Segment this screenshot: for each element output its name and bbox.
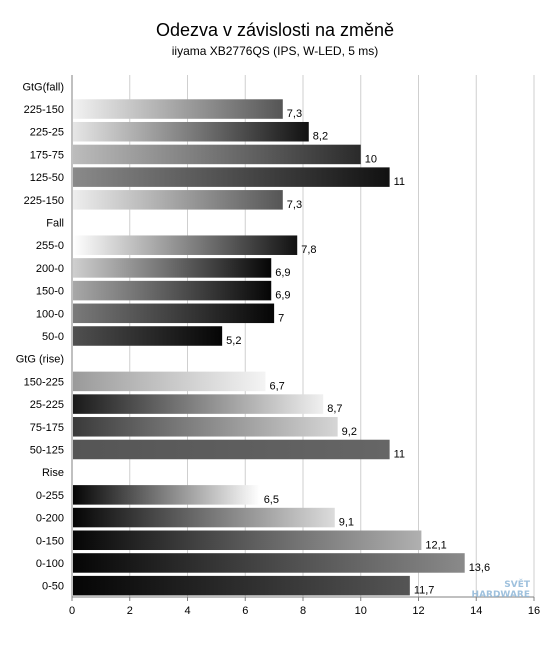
category-label: 225-150 <box>24 195 64 207</box>
bar <box>73 394 324 414</box>
data-label: 6,7 <box>269 380 284 392</box>
data-label: 7 <box>278 312 284 324</box>
data-label: 9,2 <box>342 426 357 438</box>
x-tick-label: 10 <box>355 605 367 617</box>
category-label: 200-0 <box>36 263 64 275</box>
data-label: 12,1 <box>425 539 446 551</box>
data-label: 8,2 <box>313 131 328 143</box>
category-label: 255-0 <box>36 240 64 252</box>
x-tick-label: 12 <box>412 605 424 617</box>
group-label: GtG(fall) <box>22 81 64 93</box>
data-label: 5,2 <box>226 335 241 347</box>
data-label: 13,6 <box>469 562 490 574</box>
data-label: 11 <box>394 176 405 188</box>
data-label: 7,3 <box>287 199 302 211</box>
category-label: 0-150 <box>36 535 64 547</box>
bar <box>73 507 335 528</box>
x-tick-label: 14 <box>470 605 482 617</box>
data-label: 6,9 <box>275 290 290 302</box>
bar <box>73 439 390 460</box>
chart-title: Odezva v závislosti na změně <box>155 20 395 40</box>
watermark-line-2: HARDWARE <box>471 590 530 600</box>
bar <box>73 303 275 324</box>
category-label: 225-150 <box>24 104 64 116</box>
x-tick-label: 4 <box>184 605 190 617</box>
category-label: 225-25 <box>30 127 64 139</box>
bar <box>73 371 266 392</box>
data-label: 10 <box>365 153 377 165</box>
group-label: Fall <box>46 218 64 230</box>
category-label: 0-200 <box>36 513 64 525</box>
bar <box>73 530 422 551</box>
bar <box>73 258 272 278</box>
bar <box>73 553 465 573</box>
bar <box>73 190 283 210</box>
watermark-logo: SVĚT HARDWARE <box>470 580 530 600</box>
chart-subtitle: iiyama XB2776QS (IPS, W-LED, 5 ms) <box>171 44 379 58</box>
bar <box>73 99 283 119</box>
group-label: Rise <box>42 467 64 479</box>
bar <box>73 167 390 187</box>
category-label: 125-50 <box>30 172 64 184</box>
category-label: 25-225 <box>30 399 64 411</box>
bar <box>73 575 410 596</box>
category-label: 100-0 <box>36 308 64 320</box>
x-tick-label: 0 <box>69 605 75 617</box>
data-label: 8,7 <box>327 403 342 415</box>
x-tick-label: 8 <box>300 605 306 617</box>
bar <box>73 144 361 165</box>
x-tick-label: 16 <box>528 605 540 617</box>
data-label: 7,8 <box>301 244 316 256</box>
bar <box>73 280 272 301</box>
data-label: 11 <box>394 448 405 460</box>
category-label: 150-225 <box>24 376 64 388</box>
data-label: 6,5 <box>264 494 279 506</box>
category-label: 175-75 <box>30 149 64 161</box>
category-label: 0-50 <box>42 581 64 593</box>
bar <box>73 326 223 346</box>
watermark-line-1: SVĚT <box>504 580 530 590</box>
group-label: GtG (rise) <box>16 354 64 366</box>
data-label: 9,1 <box>339 517 354 529</box>
x-tick-label: 2 <box>127 605 133 617</box>
category-label: 75-175 <box>30 422 64 434</box>
bar <box>73 417 338 437</box>
bar <box>73 121 309 142</box>
category-label: 150-0 <box>36 286 64 298</box>
data-label: 7,3 <box>287 108 302 120</box>
bar <box>73 485 260 505</box>
x-tick-label: 6 <box>242 605 248 617</box>
category-label: 0-255 <box>36 490 64 502</box>
category-label: 0-100 <box>36 558 64 570</box>
category-label: 50-0 <box>42 331 64 343</box>
data-label: 6,9 <box>275 267 290 279</box>
data-label: 11,7 <box>414 585 435 597</box>
category-label: 50-125 <box>30 444 64 456</box>
bar <box>73 235 298 255</box>
